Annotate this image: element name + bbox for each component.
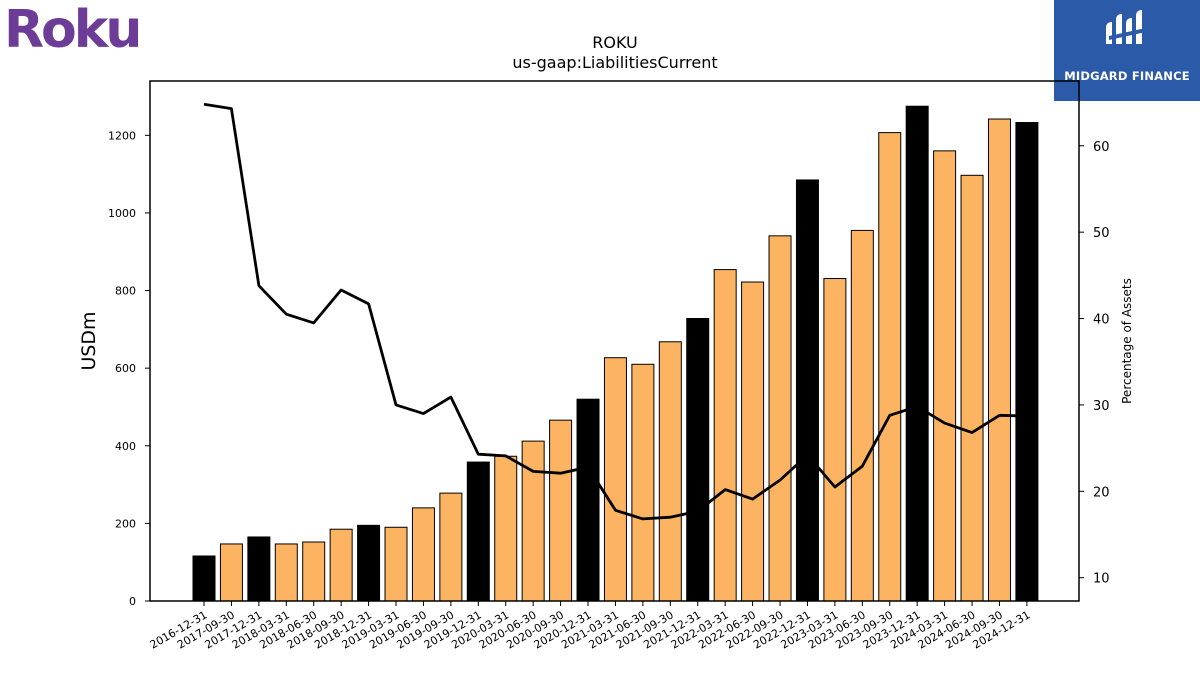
y-tick-label: 400 — [115, 440, 136, 453]
bar-2023-09-30 — [878, 132, 902, 602]
percentage-of-assets-line — [203, 102, 1027, 521]
y-tick-label: 0 — [129, 595, 136, 608]
bar-2020-12-31 — [576, 398, 600, 602]
bar-2022-06-30 — [741, 281, 765, 602]
bar-2017-09-30 — [219, 543, 243, 602]
chart-title: ROKU — [592, 33, 637, 52]
bar-2023-12-31 — [905, 105, 929, 602]
bar-2017-12-31 — [247, 536, 271, 602]
y-tick-label: 600 — [115, 362, 136, 375]
bar-2019-09-30 — [439, 492, 463, 602]
x-axis: 2016-12-312017-09-302017-12-312018-03-31… — [148, 601, 1032, 652]
bar-2020-06-30 — [521, 440, 545, 602]
right-axis: 10 20 30 40 50 60 — [1079, 140, 1110, 587]
bar-2020-03-31 — [494, 455, 518, 602]
y-tick-label: 1200 — [108, 129, 136, 142]
y2-tick-label: 30 — [1093, 399, 1110, 414]
y-tick-label: 800 — [115, 285, 136, 298]
left-axis: 0 200 400 600 800 1000 1200 — [108, 129, 150, 608]
bar-2021-03-31 — [603, 357, 627, 602]
midgard-finance-logo-text: MIDGARD FINANCE — [1064, 69, 1190, 83]
bar-2016-12-31 — [192, 555, 216, 602]
bar-2023-06-30 — [850, 229, 874, 602]
bar-2023-03-31 — [823, 278, 847, 602]
bar-2019-03-31 — [384, 526, 408, 602]
y2-tick-label: 60 — [1093, 140, 1110, 155]
bar-2019-12-31 — [466, 461, 490, 602]
bar-2022-03-31 — [713, 269, 737, 602]
bar-2022-09-30 — [768, 235, 792, 602]
midgard-finance-emblem-icon — [1106, 10, 1146, 44]
bar-2020-09-30 — [549, 419, 573, 602]
y2-axis-label: Percentage of Assets — [1120, 278, 1134, 404]
bar-2019-06-30 — [411, 507, 435, 602]
bar-2024-06-30 — [960, 174, 984, 602]
bar-2018-06-30 — [302, 541, 326, 602]
bar-2024-09-30 — [987, 118, 1011, 602]
chart-subtitle: us-gaap:LiabilitiesCurrent — [512, 53, 717, 72]
plot-frame — [149, 80, 1080, 602]
bar-2022-12-31 — [795, 179, 819, 602]
bar-2018-09-30 — [329, 528, 353, 602]
bar-2018-12-31 — [357, 524, 381, 602]
roku-logo-text: Roku — [4, 2, 139, 52]
bar-2021-06-30 — [631, 363, 655, 602]
bar-2024-12-31 — [1015, 122, 1039, 602]
y2-tick-label: 20 — [1093, 485, 1110, 500]
line-series — [203, 102, 1027, 521]
y-axis-label: USDm — [78, 311, 100, 370]
bar-2021-09-30 — [658, 341, 682, 602]
bar-2018-03-31 — [274, 543, 298, 602]
y-tick-label: 200 — [115, 517, 136, 530]
bar-2024-03-31 — [933, 150, 957, 602]
y2-tick-label: 50 — [1093, 226, 1110, 241]
midgard-finance-logo: MIDGARD FINANCE — [1054, 0, 1200, 101]
bar-2021-12-31 — [686, 317, 710, 602]
roku-logo: Roku — [4, 2, 142, 52]
y2-tick-label: 10 — [1093, 572, 1110, 587]
y2-tick-label: 40 — [1093, 313, 1110, 328]
bar-series — [192, 105, 1039, 602]
y-tick-label: 1000 — [108, 207, 136, 220]
